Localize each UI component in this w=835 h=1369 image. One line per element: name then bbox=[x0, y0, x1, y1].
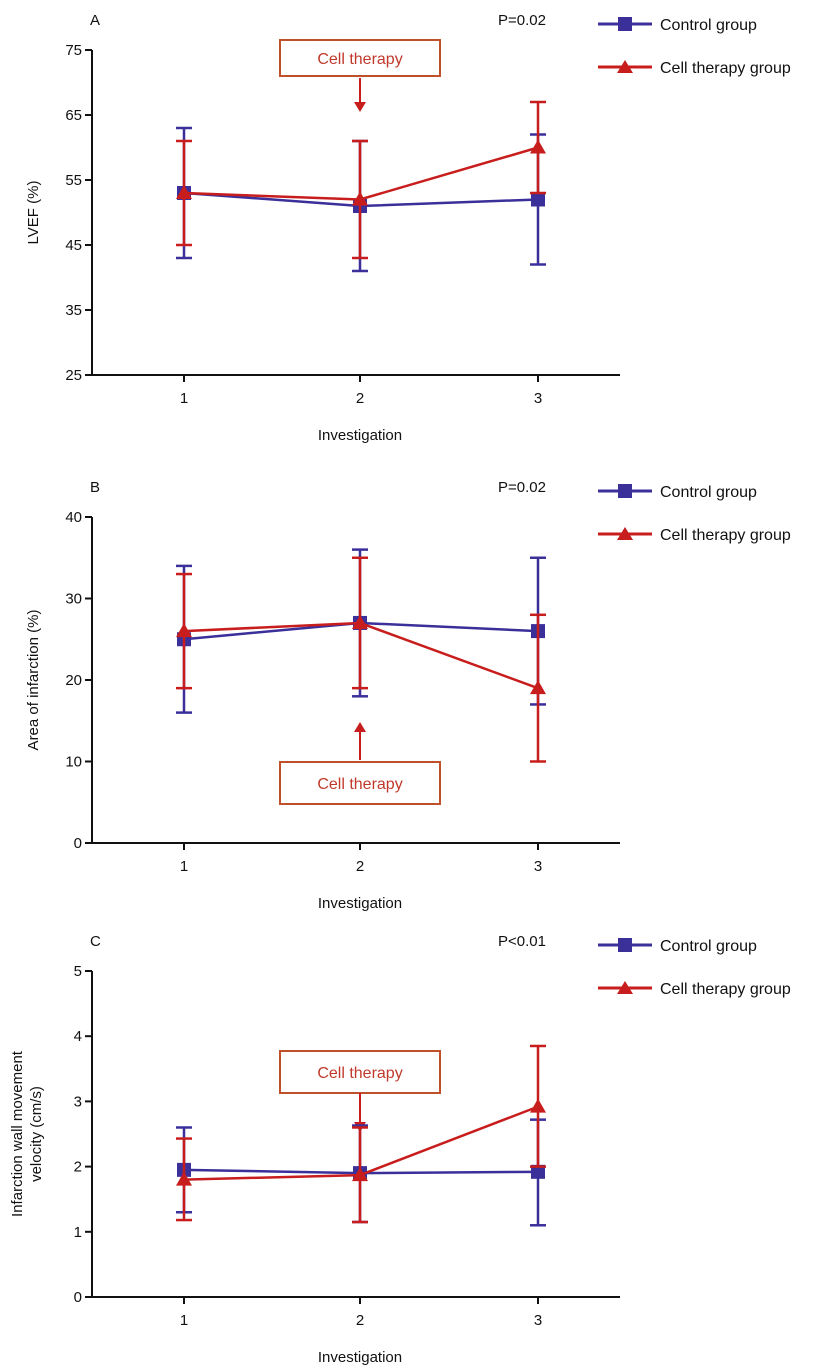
p-value: P=0.02 bbox=[498, 12, 546, 29]
callout-arrow-head bbox=[354, 722, 366, 732]
y-axis-title: LVEF (%) bbox=[25, 181, 42, 245]
data-point-triangle bbox=[352, 191, 368, 206]
data-point-triangle bbox=[530, 680, 546, 695]
data-point-triangle bbox=[176, 1171, 192, 1186]
y-tick-label: 75 bbox=[65, 42, 82, 59]
y-tick-label: 0 bbox=[74, 835, 82, 852]
y-tick-label: 35 bbox=[65, 302, 82, 319]
p-value: P<0.01 bbox=[498, 933, 546, 950]
y-axis-title: Infarction wall movement velocity (cm/s) bbox=[9, 1050, 45, 1217]
x-tick-label: 3 bbox=[534, 390, 542, 407]
legend-marker-square bbox=[618, 938, 632, 952]
x-tick-label: 2 bbox=[356, 1312, 364, 1329]
x-axis-title: Investigation bbox=[318, 1349, 402, 1366]
data-point-triangle bbox=[530, 1098, 546, 1113]
y-axis-title-line: velocity (cm/s) bbox=[28, 1086, 45, 1182]
x-tick-label: 1 bbox=[180, 1312, 188, 1329]
y-tick-label: 65 bbox=[65, 107, 82, 124]
callout-box bbox=[279, 761, 441, 805]
callout-arrow-head bbox=[354, 102, 366, 112]
legend-label: Control group bbox=[660, 484, 757, 501]
callout-box bbox=[279, 39, 441, 77]
series-cell-therapy bbox=[176, 556, 546, 763]
y-tick-label: 30 bbox=[65, 591, 82, 608]
series-cell-therapy bbox=[176, 1044, 546, 1224]
x-tick-label: 1 bbox=[180, 390, 188, 407]
x-axis-title: Investigation bbox=[318, 895, 402, 912]
panel-label: A bbox=[90, 12, 100, 29]
callout-label: Cell therapy bbox=[317, 1065, 402, 1082]
y-tick-label: 20 bbox=[65, 672, 82, 689]
data-point-triangle bbox=[352, 1167, 368, 1182]
legend-marker-triangle bbox=[617, 527, 633, 540]
x-tick-label: 2 bbox=[356, 390, 364, 407]
legend-label: Cell therapy group bbox=[660, 60, 791, 77]
legend-label: Control group bbox=[660, 938, 757, 955]
legend-marker-square bbox=[618, 484, 632, 498]
callout-label: Cell therapy bbox=[317, 776, 402, 793]
chart-panel-c: 0 1 2 3 4 5 1 2 3 Investigation Infarction wall mo… bbox=[9, 933, 791, 1366]
y-tick-label: 45 bbox=[65, 237, 82, 254]
y-tick-label: 25 bbox=[65, 367, 82, 384]
legend-label: Cell therapy group bbox=[660, 527, 791, 544]
chart-panel-b: 0 10 20 30 40 1 2 3 Investigation Area of infarct… bbox=[25, 479, 791, 912]
x-axis-title: Investigation bbox=[318, 427, 402, 444]
y-tick-label: 1 bbox=[74, 1224, 82, 1241]
x-tick-label: 3 bbox=[534, 1312, 542, 1329]
legend-label: Cell therapy group bbox=[660, 981, 791, 998]
y-tick-label: 3 bbox=[74, 1093, 82, 1110]
y-tick-label: 2 bbox=[74, 1159, 82, 1176]
y-axis-title: Area of infarction (%) bbox=[25, 610, 42, 751]
y-axis-title-line: Infarction wall movement bbox=[9, 1050, 26, 1217]
y-tick-label: 0 bbox=[74, 1289, 82, 1306]
legend-label: Control group bbox=[660, 17, 757, 34]
x-tick-label: 3 bbox=[534, 858, 542, 875]
data-point-square bbox=[531, 1164, 545, 1179]
legend-marker-triangle bbox=[617, 60, 633, 73]
data-point-triangle bbox=[176, 623, 192, 638]
y-tick-label: 5 bbox=[74, 963, 82, 980]
y-tick-label: 40 bbox=[65, 509, 82, 526]
p-value: P=0.02 bbox=[498, 479, 546, 496]
data-point-triangle bbox=[176, 185, 192, 199]
panel-label: C bbox=[90, 933, 101, 950]
callout-label: Cell therapy bbox=[317, 51, 402, 68]
data-point-triangle bbox=[530, 139, 546, 154]
data-point-triangle bbox=[352, 614, 368, 629]
x-tick-label: 1 bbox=[180, 858, 188, 875]
y-tick-label: 4 bbox=[74, 1028, 82, 1045]
series-cell-therapy bbox=[176, 100, 546, 260]
panel-label: B bbox=[90, 479, 100, 496]
x-tick-label: 2 bbox=[356, 858, 364, 875]
y-tick-label: 10 bbox=[65, 754, 82, 771]
legend-marker-square bbox=[618, 17, 632, 31]
chart-panel-a: 25 35 45 55 65 75 1 2 3 Investigation LVEF (%) A P=0… bbox=[25, 12, 791, 444]
y-tick-label: 55 bbox=[65, 172, 82, 189]
data-point-square bbox=[531, 192, 545, 207]
legend-marker-triangle bbox=[617, 981, 633, 994]
